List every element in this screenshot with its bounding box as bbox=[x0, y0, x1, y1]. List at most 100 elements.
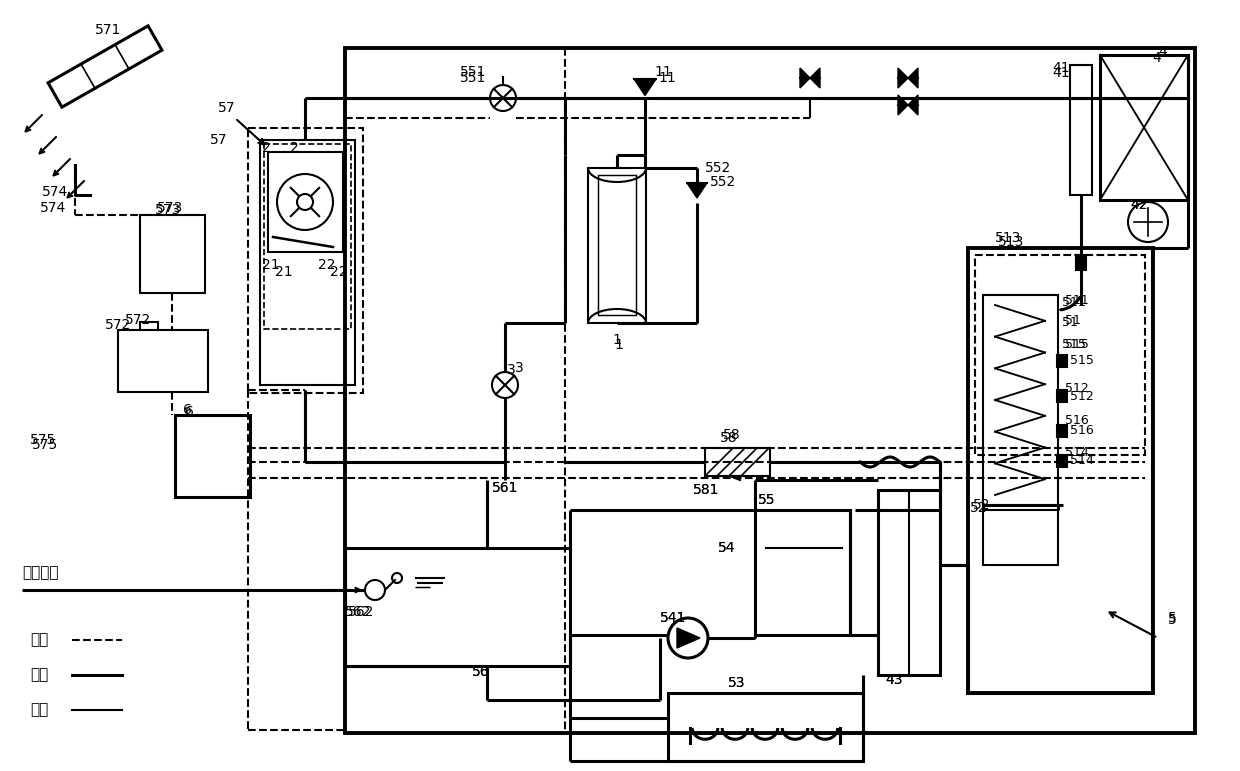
Text: 57: 57 bbox=[210, 133, 227, 147]
Bar bbox=[248, 128, 363, 393]
Text: 55: 55 bbox=[758, 493, 775, 507]
Text: 574: 574 bbox=[40, 201, 66, 215]
Text: 574: 574 bbox=[42, 185, 68, 199]
Bar bbox=[1056, 425, 1066, 437]
Polygon shape bbox=[810, 68, 820, 88]
Polygon shape bbox=[634, 79, 656, 96]
Text: 514: 514 bbox=[1070, 454, 1094, 467]
Polygon shape bbox=[908, 95, 918, 115]
Text: 572: 572 bbox=[125, 313, 151, 327]
Text: 512: 512 bbox=[1065, 382, 1089, 395]
Text: 515: 515 bbox=[1070, 355, 1094, 368]
Text: 市政用水: 市政用水 bbox=[22, 565, 58, 581]
Text: 572: 572 bbox=[105, 318, 131, 332]
Text: 511: 511 bbox=[1065, 294, 1089, 307]
Text: 541: 541 bbox=[660, 611, 687, 625]
Circle shape bbox=[298, 194, 312, 210]
Text: 511: 511 bbox=[1061, 295, 1086, 308]
Bar bbox=[878, 490, 940, 675]
Text: 514: 514 bbox=[1065, 446, 1089, 459]
Text: 515: 515 bbox=[1065, 338, 1089, 352]
Text: 21: 21 bbox=[275, 265, 293, 279]
Bar bbox=[140, 215, 205, 293]
Text: 552: 552 bbox=[711, 175, 737, 189]
Text: 2: 2 bbox=[290, 141, 299, 155]
Text: 42: 42 bbox=[1130, 198, 1147, 212]
Text: 4: 4 bbox=[1152, 51, 1161, 65]
Text: 512: 512 bbox=[1070, 389, 1094, 402]
Bar bbox=[1076, 255, 1086, 270]
Bar bbox=[755, 510, 849, 635]
Text: 551: 551 bbox=[460, 65, 486, 79]
Text: 58: 58 bbox=[723, 428, 740, 442]
Text: 516: 516 bbox=[1070, 425, 1094, 437]
Text: 551: 551 bbox=[460, 71, 486, 85]
Text: 52: 52 bbox=[970, 501, 987, 515]
Bar bbox=[264, 144, 351, 329]
Text: 55: 55 bbox=[758, 493, 775, 507]
Text: 53: 53 bbox=[728, 676, 745, 690]
Bar bbox=[1056, 390, 1066, 402]
Text: 11: 11 bbox=[653, 65, 672, 79]
Polygon shape bbox=[677, 628, 701, 648]
Text: 54: 54 bbox=[718, 541, 735, 555]
Text: 22: 22 bbox=[330, 265, 347, 279]
Bar bbox=[260, 140, 355, 385]
Bar bbox=[706, 448, 770, 476]
Text: 21: 21 bbox=[262, 258, 280, 272]
Text: 5: 5 bbox=[1168, 613, 1177, 627]
Text: 575: 575 bbox=[30, 433, 56, 447]
Text: 516: 516 bbox=[1065, 413, 1089, 426]
Bar bbox=[983, 295, 1058, 505]
Text: 22: 22 bbox=[317, 258, 336, 272]
Polygon shape bbox=[800, 68, 810, 88]
Text: 4: 4 bbox=[1158, 45, 1167, 59]
Text: 水路: 水路 bbox=[30, 668, 48, 682]
Text: 53: 53 bbox=[728, 676, 745, 690]
Text: 51: 51 bbox=[1061, 315, 1078, 328]
Text: 561: 561 bbox=[492, 481, 518, 495]
Bar bbox=[118, 330, 208, 392]
Text: 42: 42 bbox=[1130, 198, 1147, 212]
Text: 1: 1 bbox=[614, 338, 622, 352]
Bar bbox=[1100, 55, 1188, 200]
Text: 56: 56 bbox=[472, 665, 490, 679]
Text: 3: 3 bbox=[515, 361, 523, 375]
Text: 41: 41 bbox=[1052, 61, 1070, 75]
Text: 54: 54 bbox=[718, 541, 735, 555]
Text: 控制: 控制 bbox=[30, 632, 48, 648]
Text: 6: 6 bbox=[185, 405, 193, 419]
Polygon shape bbox=[687, 183, 707, 198]
Bar bbox=[1056, 355, 1066, 367]
Polygon shape bbox=[908, 68, 918, 88]
Text: 513: 513 bbox=[998, 235, 1024, 249]
Text: 冷媒: 冷媒 bbox=[30, 702, 48, 718]
Text: 575: 575 bbox=[32, 438, 58, 452]
Text: 43: 43 bbox=[885, 673, 903, 687]
Text: 6: 6 bbox=[184, 403, 192, 417]
Text: 581: 581 bbox=[693, 483, 719, 497]
Bar bbox=[175, 415, 250, 497]
Text: 562: 562 bbox=[345, 605, 371, 619]
Circle shape bbox=[668, 618, 708, 658]
Text: 573: 573 bbox=[157, 201, 184, 215]
Text: 5: 5 bbox=[1168, 611, 1177, 625]
Text: 3: 3 bbox=[507, 363, 516, 377]
Bar bbox=[983, 510, 1058, 565]
Bar bbox=[345, 548, 570, 666]
Text: 515: 515 bbox=[1061, 338, 1086, 352]
Text: 2: 2 bbox=[262, 141, 270, 155]
Text: 1: 1 bbox=[613, 333, 621, 347]
Text: 552: 552 bbox=[706, 161, 732, 175]
Bar bbox=[975, 255, 1145, 455]
Polygon shape bbox=[898, 95, 908, 115]
Text: 541: 541 bbox=[660, 611, 687, 625]
Text: 573: 573 bbox=[155, 203, 181, 217]
Bar bbox=[1056, 455, 1066, 467]
Text: 43: 43 bbox=[885, 673, 903, 687]
Text: 562: 562 bbox=[348, 605, 374, 619]
Text: 57: 57 bbox=[218, 101, 236, 115]
Text: 581: 581 bbox=[693, 483, 719, 497]
Text: 571: 571 bbox=[95, 23, 122, 37]
Bar bbox=[968, 248, 1153, 693]
